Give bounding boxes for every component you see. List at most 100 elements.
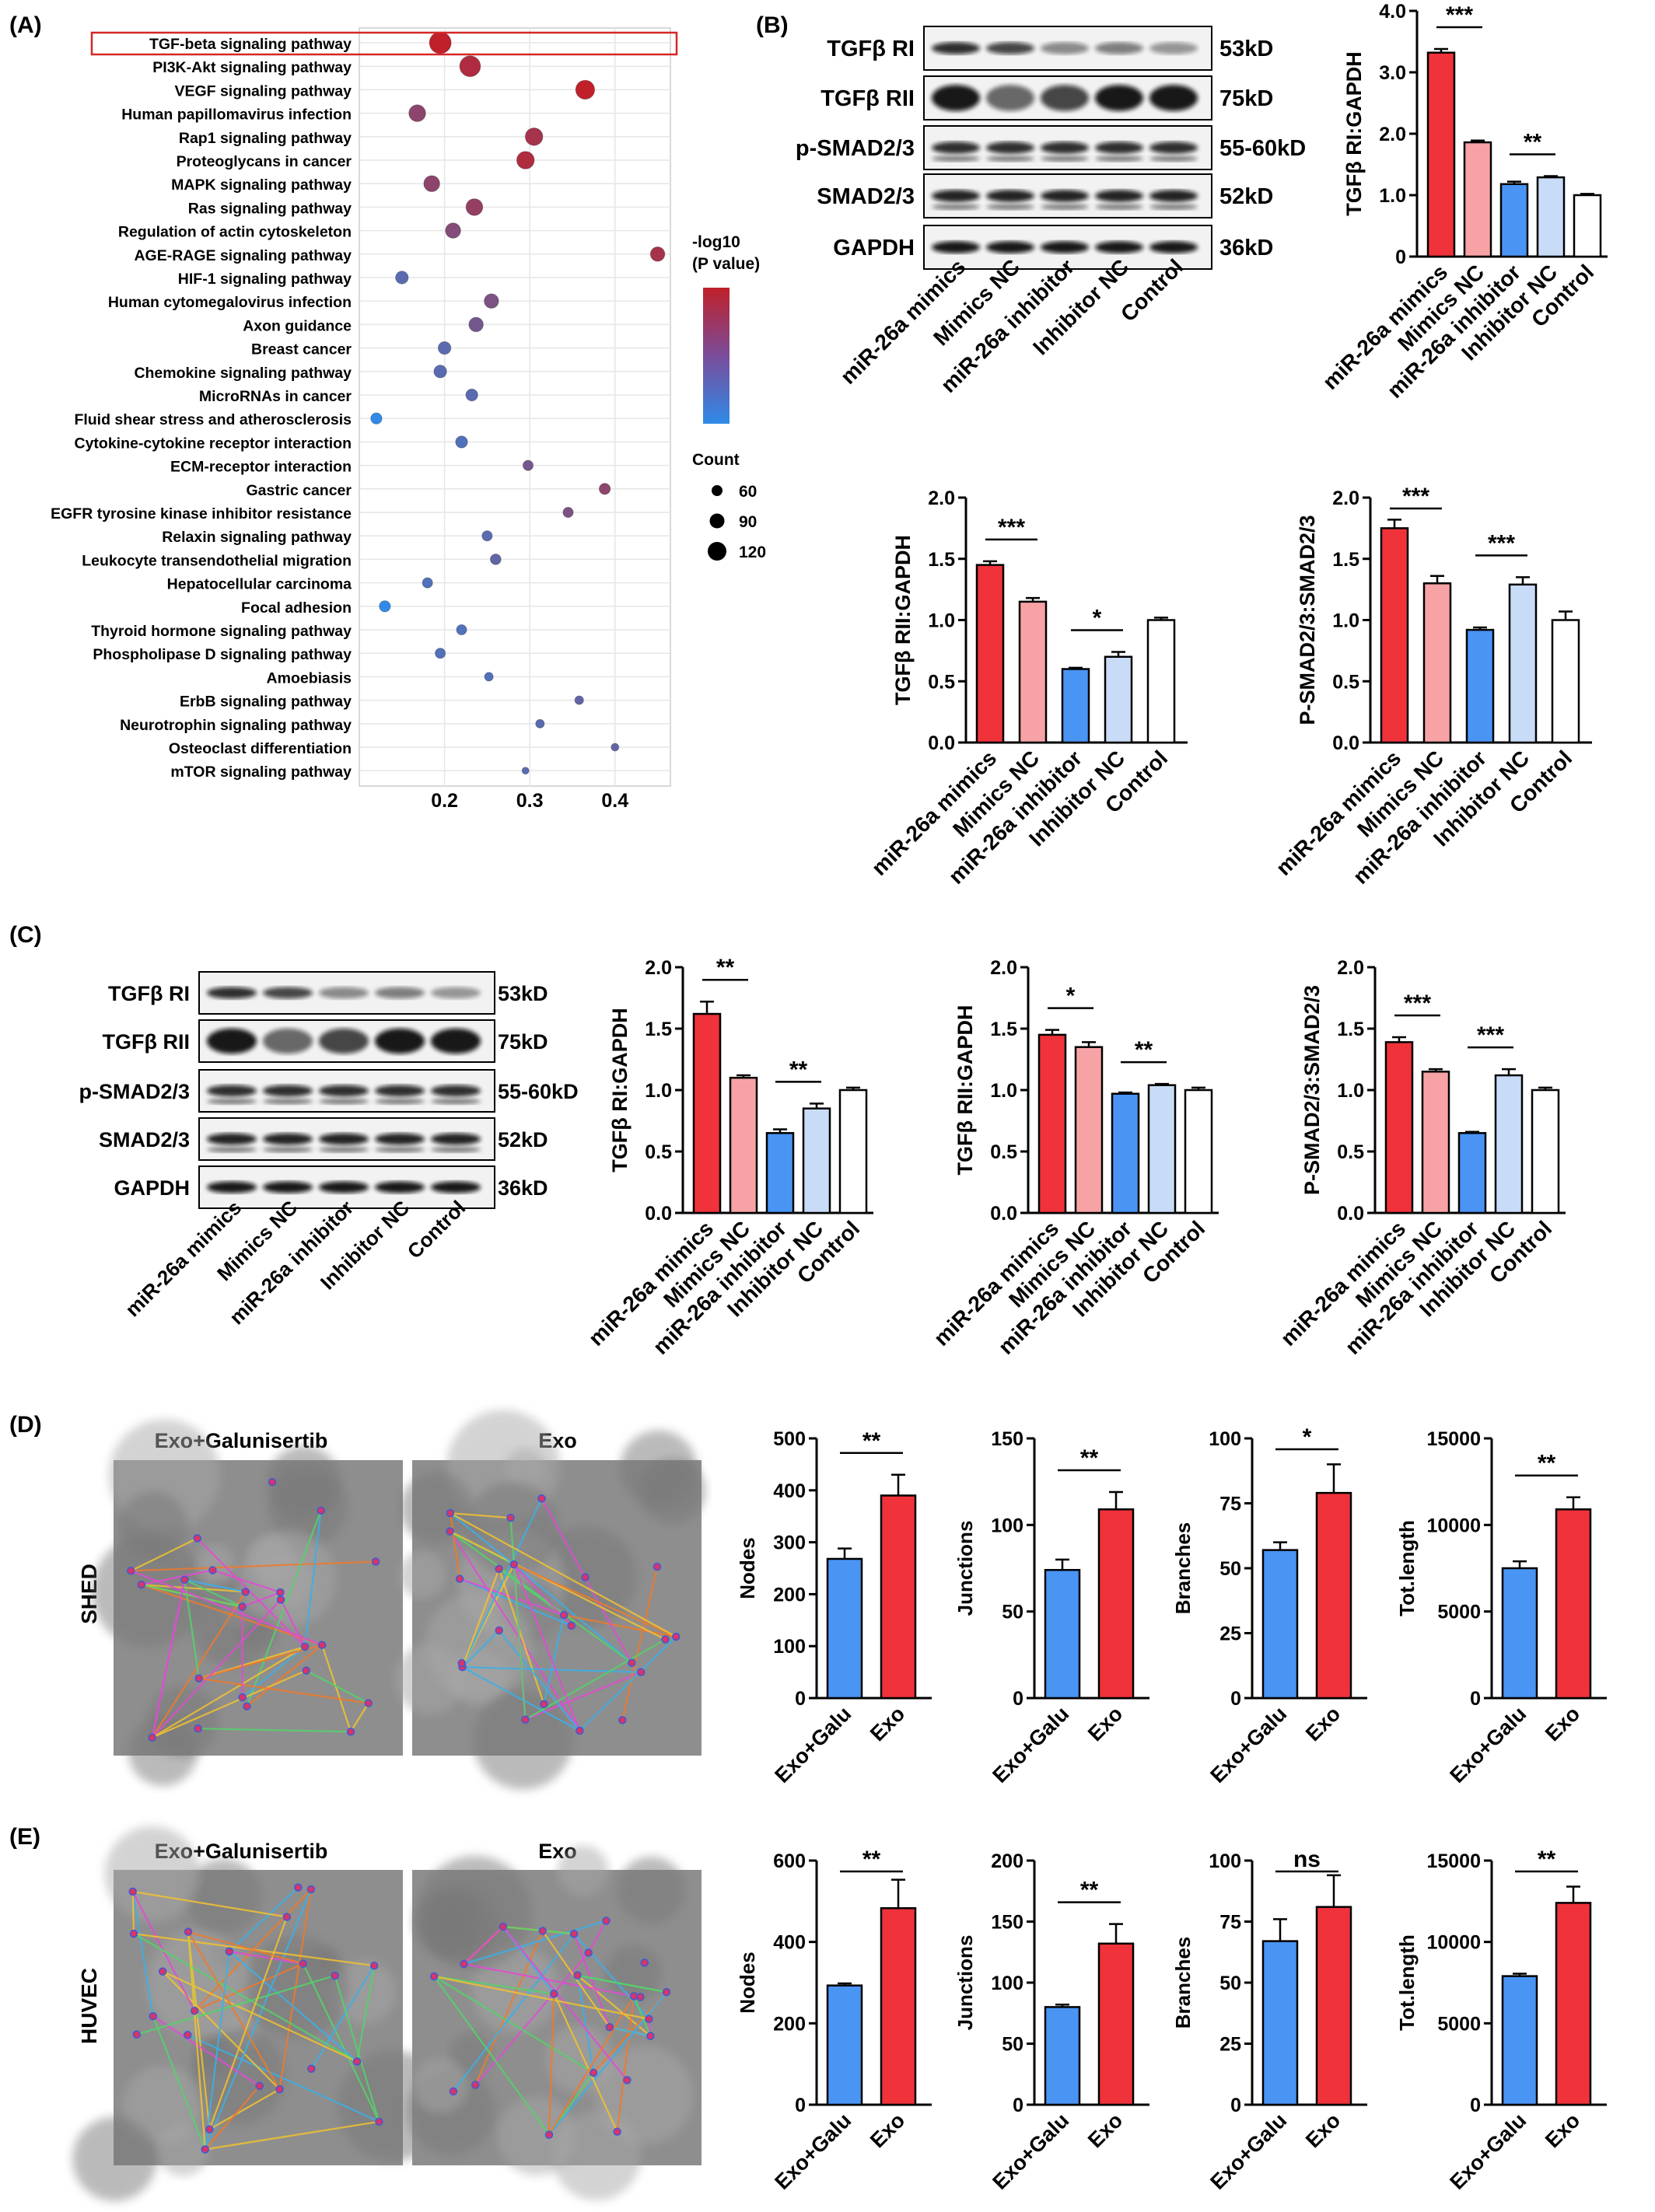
band-label: TGFβ RI [108, 982, 190, 1005]
band-label: SMAD2/3 [817, 184, 915, 209]
significance-label: *** [1477, 1022, 1504, 1048]
network-segment [576, 1975, 595, 2074]
cell-cluster-shading [425, 1592, 533, 1700]
western-blot-b: TGFβ RI 53kD TGFβ RII 75kD p-SMAD2/3 55-60kD S… [796, 26, 1306, 397]
y-tick-label: 0.0 [1332, 732, 1359, 754]
network-segment [499, 1568, 565, 1616]
network-node [184, 1927, 193, 1936]
category-label: Exo [1083, 1702, 1127, 1745]
y-tick-label: 100 [991, 1973, 1023, 1994]
category-label: Exo [1083, 2109, 1127, 2152]
network-node [238, 1602, 247, 1611]
e-row-label-huvec: HUVEC [77, 1968, 101, 2044]
y-tick-label: 50 [1002, 2034, 1023, 2056]
network-segment [321, 1644, 352, 1732]
network-segment [548, 1995, 635, 2136]
network-segment [579, 1636, 677, 1732]
y-tick-label: 400 [773, 1480, 806, 1502]
bar [1508, 583, 1538, 744]
network-segment [152, 2015, 206, 2150]
network-segment [194, 1962, 304, 2012]
network-segment [609, 2026, 651, 2037]
panel-label-e: (E) [9, 1824, 40, 1850]
pathway-dot [423, 175, 440, 192]
protein-band [431, 1028, 481, 1054]
network-node [537, 1494, 546, 1503]
network-node [576, 1726, 584, 1735]
cell-cluster-shading [398, 1551, 446, 1599]
protein-band-lower [932, 204, 980, 210]
tube-formation-images: Exo+Galunisertib Exo SHED Exo+Galunisert… [72, 1410, 706, 2202]
y-tick-label: 25 [1219, 1623, 1241, 1645]
y-tick-label: 600 [773, 1850, 806, 1872]
x-tick-label: 0.4 [601, 790, 628, 812]
y-tick-label: 75 [1219, 1912, 1241, 1934]
network-segment [306, 1669, 369, 1704]
significance-label: ** [862, 1428, 881, 1454]
network-node [550, 1990, 558, 1998]
network-node [129, 1929, 138, 1938]
network-node [238, 1693, 247, 1702]
network-segment [131, 1891, 135, 1934]
network-segment [204, 2085, 261, 2151]
network-segment [461, 1666, 580, 1732]
significance-label: ** [1524, 130, 1542, 156]
protein-band [375, 1181, 425, 1193]
pathway-dot [535, 718, 545, 729]
band-size: 53kD [498, 982, 548, 1005]
pathway-dot [524, 128, 544, 146]
bar [826, 1557, 863, 1700]
y-tick-label: 0.0 [645, 1203, 672, 1225]
network-node [628, 1658, 636, 1667]
protein-band [431, 1133, 481, 1145]
network-node [302, 1666, 310, 1675]
term-label: Focal adhesion [241, 599, 352, 617]
y-tick-label: 0 [795, 1688, 806, 1710]
y-tick-label: 0.0 [928, 732, 955, 754]
band-label: GAPDH [114, 1176, 190, 1200]
protein-band [932, 142, 980, 154]
pathway-dot [598, 483, 611, 495]
category-label: Exo+Galu [1205, 2109, 1291, 2194]
band-size: 75kD [1219, 86, 1273, 111]
pathway-dot [435, 648, 446, 659]
network-node [446, 1508, 455, 1518]
bar [1380, 527, 1409, 744]
pathway-dot [433, 365, 447, 379]
network-segment [513, 1564, 633, 1664]
network-node [613, 2127, 621, 2137]
network-node [190, 2006, 199, 2015]
term-label: ECM-receptor interaction [170, 459, 352, 476]
bar [692, 1012, 722, 1214]
network-node [184, 2031, 192, 2039]
y-tick-label: 10000 [1426, 1515, 1481, 1536]
category-label: Exo+Galu [1445, 1702, 1531, 1787]
significance-label: *** [998, 515, 1025, 540]
pathway-dot [516, 151, 535, 169]
network-node [672, 1632, 681, 1641]
cell-cluster-shading [240, 1530, 337, 1627]
bar [1315, 1491, 1352, 1700]
network-segment [198, 1644, 323, 1679]
cell-cluster-shading [117, 1491, 188, 1561]
protein-band [932, 85, 980, 111]
network-node [180, 1575, 189, 1585]
network-node [194, 1674, 204, 1683]
western-blot-c: TGFβ RI 53kD TGFβ RII 75kD p-SMAD2/3 55-60kD S… [79, 971, 579, 1329]
term-label: Regulation of actin cytoskeleton [118, 224, 352, 241]
network-node [127, 1567, 135, 1575]
y-tick-label: 1.5 [645, 1019, 672, 1040]
y-tick-label: 0.5 [1332, 671, 1359, 693]
protein-band [932, 241, 980, 253]
network-node [307, 2064, 316, 2074]
network-node [371, 1557, 380, 1566]
network-node [193, 1534, 201, 1543]
network-segment [433, 1976, 550, 2136]
network-segment [141, 1584, 323, 1646]
bar [1044, 1568, 1081, 1700]
pvalue-color-scale [703, 288, 730, 424]
protein-band [1041, 241, 1089, 253]
band-size: 52kD [1219, 184, 1273, 209]
network-node [559, 1610, 569, 1620]
pathway-dot [465, 198, 484, 216]
